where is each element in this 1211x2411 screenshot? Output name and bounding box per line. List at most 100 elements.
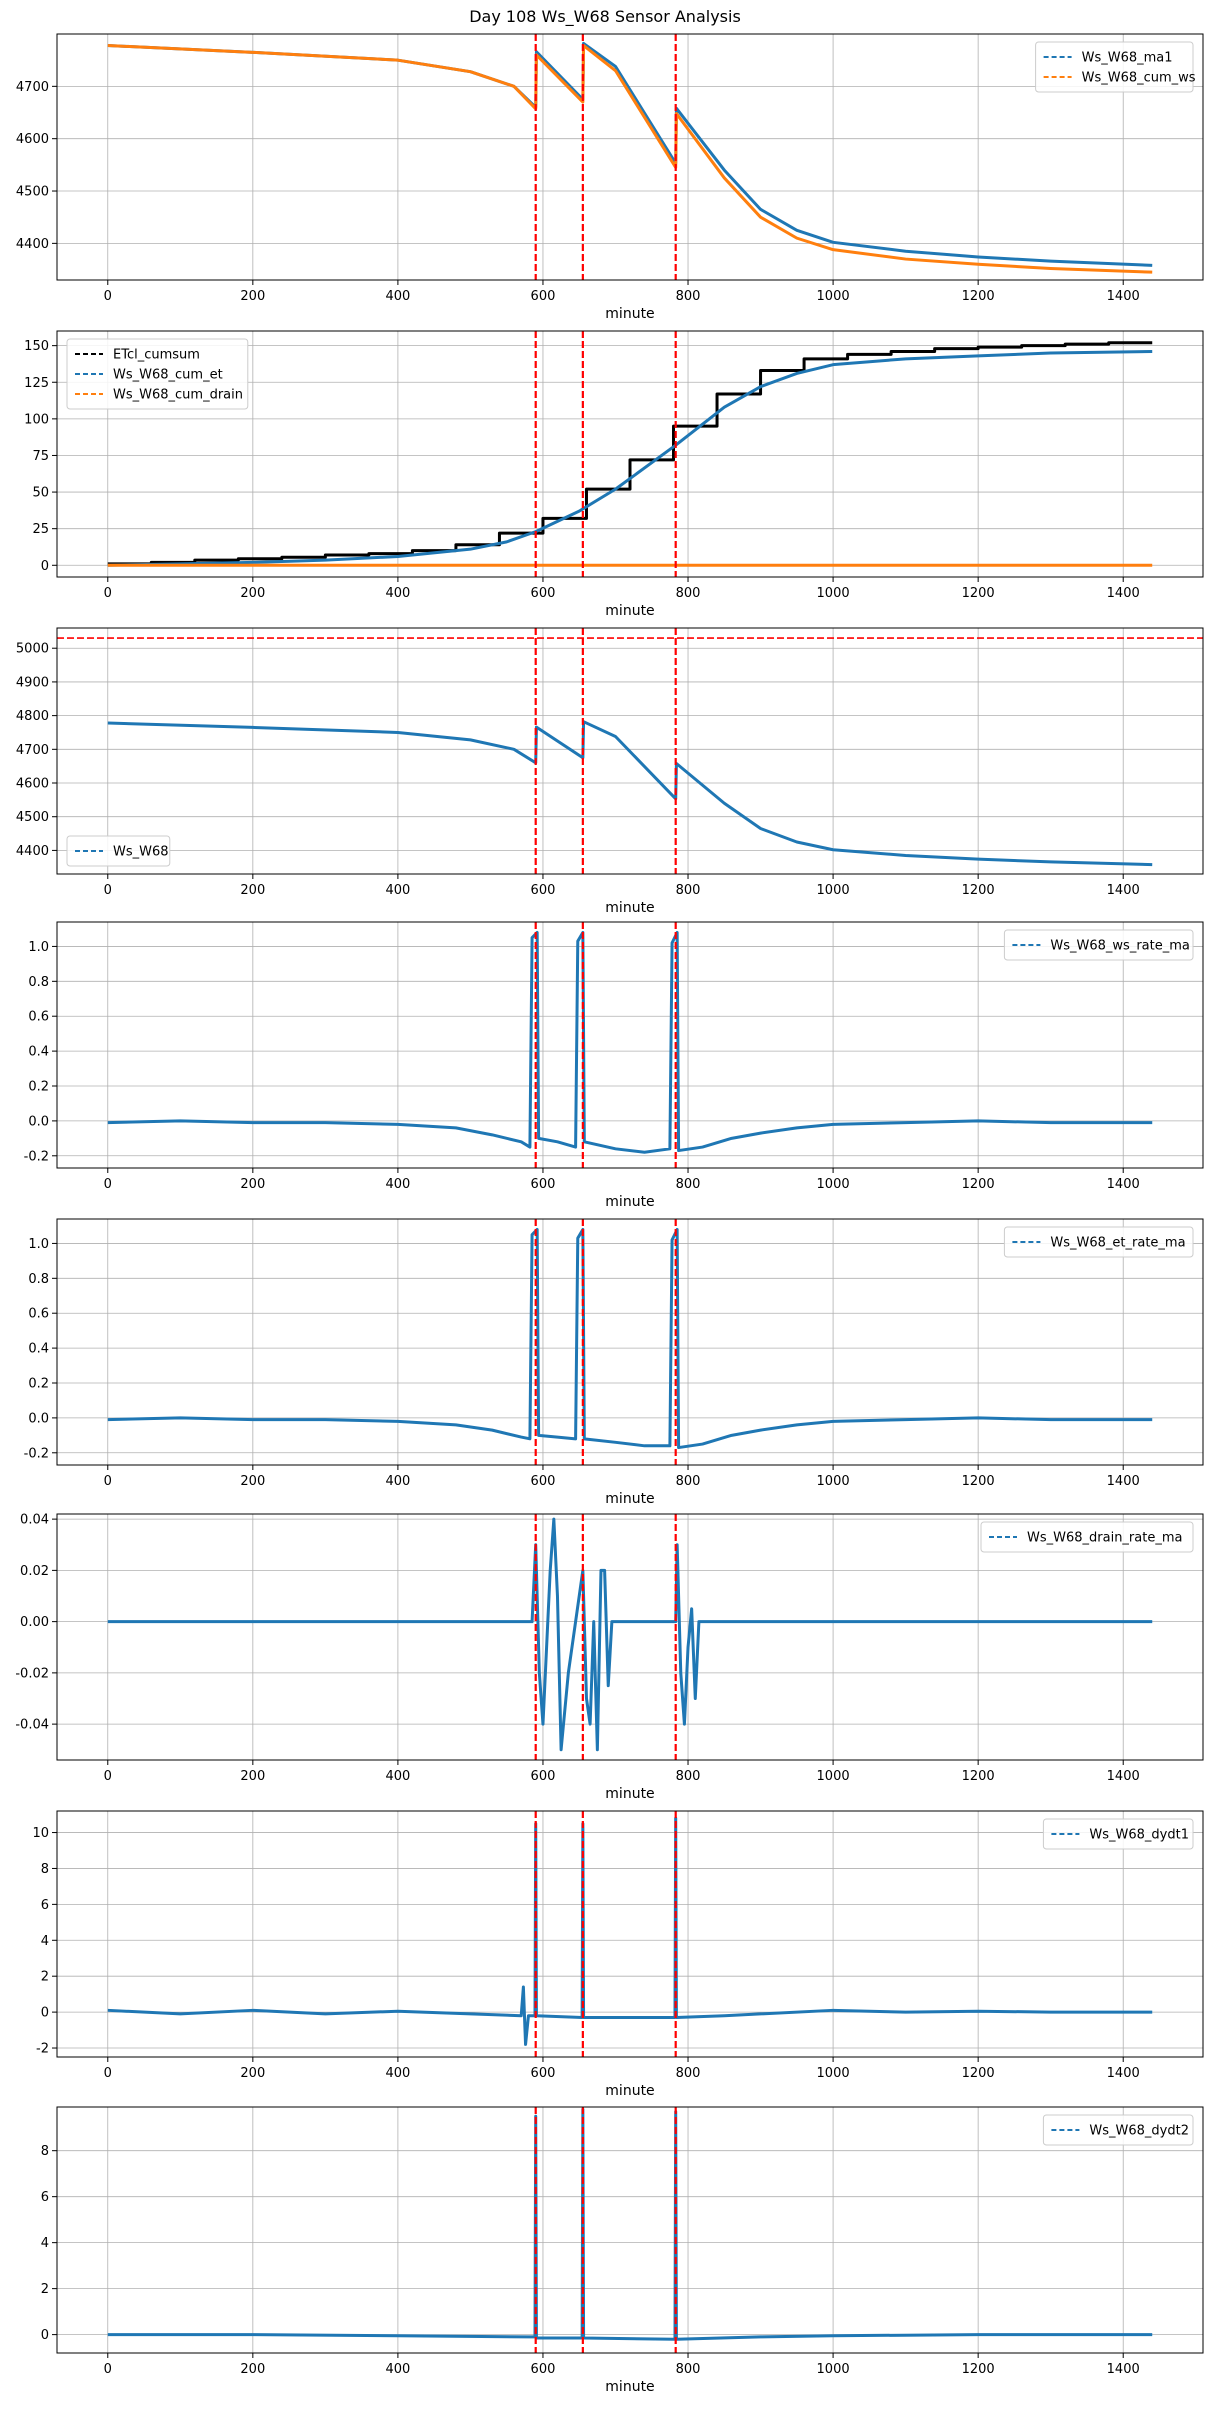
chart-panel-3: 0 200 400 600 800 1000 1200 1400 4400 4500 4600 470…: [16, 627, 1204, 916]
y-tick-label: 6: [41, 2190, 49, 2205]
x-tick-label: 1000: [817, 2362, 850, 2377]
x-tick-label: 800: [676, 2066, 701, 2081]
x-axis-label: minute: [605, 306, 654, 322]
y-tick-label: 50: [32, 486, 49, 501]
x-tick-label: 600: [531, 2066, 556, 2081]
y-tick-label: 75: [32, 449, 49, 464]
x-tick-label: 1200: [962, 2066, 995, 2081]
legend: Ws_W68: [66, 835, 171, 867]
y-tick-label: 0.2: [28, 1080, 49, 1095]
panels: 0 200 400 600 800 1000 1200 1400440045004600470…: [15, 33, 1204, 2395]
x-tick-label: 1200: [962, 2362, 995, 2377]
x-tick-label: 200: [240, 1769, 265, 1784]
series-line-ws-w68-cum-et: [107, 350, 1153, 567]
y-tick-label: 6: [41, 1898, 49, 1913]
x-tick-label: 1400: [1107, 289, 1140, 304]
y-tick-label: 0.0: [28, 1411, 49, 1426]
x-tick-label: 1000: [817, 1177, 850, 1192]
x-tick-label: 600: [531, 2362, 556, 2377]
y-tick-label: 150: [24, 339, 49, 354]
legend-entry: Ws_W68_ma1: [1082, 51, 1173, 66]
y-tick-label: 8: [41, 1862, 49, 1877]
legend: ETcl_cumsum Ws_W68_cum_et Ws_W68_cum_drain: [66, 338, 249, 410]
y-tick-label: 0.04: [20, 1513, 49, 1528]
x-tick-label: 600: [531, 1474, 556, 1489]
x-axis-label: minute: [605, 603, 654, 619]
y-tick-label: -2: [36, 2042, 49, 2057]
y-tick-label: 4400: [16, 237, 49, 252]
x-axis-label: minute: [605, 1491, 654, 1507]
y-tick-label: 4500: [16, 185, 49, 200]
x-tick-label: 1000: [817, 289, 850, 304]
legend: Ws_W68_dydt1: [1042, 1818, 1194, 1850]
series-line-ws-w68-cum-ws: [107, 44, 1153, 274]
x-tick-label: 1200: [962, 1769, 995, 1784]
y-tick-label: 0.6: [28, 1307, 49, 1322]
legend-box: [1042, 1818, 1194, 1850]
y-tick-label: 4800: [16, 709, 49, 724]
x-axis-label: minute: [605, 900, 654, 916]
x-tick-label: 1000: [817, 586, 850, 601]
x-tick-label: 0: [104, 1474, 112, 1489]
x-tick-label: 1000: [817, 1474, 850, 1489]
y-tick-label: 5000: [16, 642, 49, 657]
y-tick-label: -0.02: [15, 1666, 49, 1681]
x-tick-label: 1000: [817, 2066, 850, 2081]
axes-frame: [56, 33, 1204, 281]
plot-area: [107, 930, 1153, 1154]
x-tick-label: 1200: [962, 883, 995, 898]
x-tick-label: 800: [676, 1177, 701, 1192]
y-tick-label: 8: [41, 2144, 49, 2159]
x-tick-label: 200: [240, 1177, 265, 1192]
legend-entry: Ws_W68_ws_rate_ma: [1050, 939, 1189, 954]
x-tick-label: 800: [676, 1474, 701, 1489]
y-tick-label: 0.8: [28, 975, 49, 990]
x-tick-label: 800: [676, 2362, 701, 2377]
x-tick-label: 1200: [962, 1474, 995, 1489]
axes-frame: [56, 1513, 1204, 1761]
chart-panel-5: 0 200 400 600 800 1000 1200 1400 -0.2 0.0 0.2 0.4 0.…: [24, 1218, 1204, 1507]
y-tick-label: 125: [24, 376, 49, 391]
plot-area: [107, 341, 1153, 567]
y-tick-label: 4700: [16, 743, 49, 758]
x-tick-label: 1400: [1107, 2362, 1140, 2377]
legend-box: [1003, 929, 1194, 961]
axes-frame: [56, 1810, 1204, 2058]
legend-entry: Ws_W68_cum_drain: [113, 388, 243, 403]
legend-entry: Ws_W68: [113, 845, 169, 860]
y-tick-label: 2: [41, 2282, 49, 2297]
x-tick-label: 200: [240, 289, 265, 304]
x-tick-label: 1200: [962, 586, 995, 601]
x-tick-label: 1200: [962, 289, 995, 304]
y-tick-label: 0: [41, 2006, 49, 2021]
chart-panel-7: 0 200 400 600 800 1000 1200 1400 -2 0 2 4 6 8 10 minute…: [32, 1810, 1204, 2099]
legend-entry: Ws_W68_drain_rate_ma: [1027, 1531, 1182, 1546]
y-tick-label: 100: [24, 412, 49, 427]
x-tick-label: 400: [385, 1177, 410, 1192]
legend: Ws_W68_ma1 Ws_W68_cum_ws: [1035, 41, 1196, 93]
x-tick-label: 600: [531, 883, 556, 898]
axes-frame: [56, 921, 1204, 1169]
y-tick-label: 0: [41, 2328, 49, 2343]
figure-title: Day 108 Ws_W68 Sensor Analysis: [469, 7, 741, 27]
legend-entry: Ws_W68_cum_et: [113, 368, 223, 383]
legend: Ws_W68_ws_rate_ma: [1003, 929, 1194, 961]
x-tick-label: 0: [104, 1177, 112, 1192]
x-tick-label: 200: [240, 586, 265, 601]
y-tick-label: 2: [41, 1970, 49, 1985]
y-tick-label: 4: [41, 1934, 49, 1949]
y-tick-label: 0.4: [28, 1045, 49, 1060]
x-tick-label: 1400: [1107, 1769, 1140, 1784]
y-tick-label: 4600: [16, 777, 49, 792]
x-tick-label: 1200: [962, 1177, 995, 1192]
plot-area: [107, 720, 1153, 867]
chart-panel-8: 0 200 400 600 800 1000 1200 1400 0 2 4 6 8 minute Ws_W…: [41, 2106, 1204, 2395]
chart-panel-6: 0 200 400 600 800 1000 1200 1400 -0.04 -0.02 0.00 0…: [15, 1513, 1204, 1802]
x-tick-label: 600: [531, 1177, 556, 1192]
legend-box: [1042, 2114, 1194, 2146]
legend: Ws_W68_dydt2: [1042, 2114, 1194, 2146]
x-tick-label: 0: [104, 883, 112, 898]
legend-entry: Ws_W68_dydt2: [1089, 2124, 1189, 2139]
x-tick-label: 800: [676, 289, 701, 304]
